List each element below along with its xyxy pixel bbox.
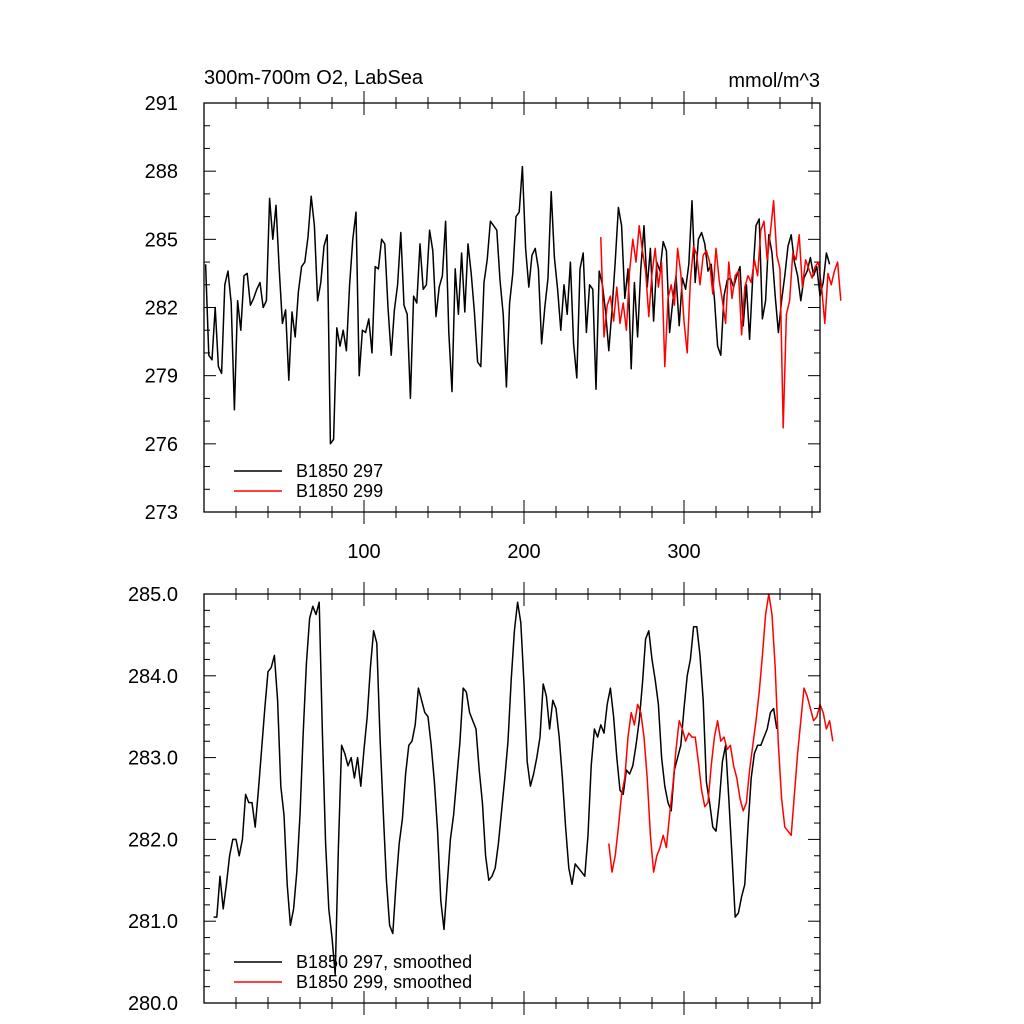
- legend-label-b1850-297-smoothed: B1850 297, smoothed: [296, 952, 472, 972]
- series-line-b1850-299: [600, 199, 842, 429]
- legend-label-b1850-297: B1850 297: [296, 461, 383, 481]
- y-tick-label: 281.0: [128, 911, 178, 933]
- bottom-plot-frame: [203, 593, 821, 1004]
- y-tick-label: 285: [145, 229, 178, 251]
- y-tick-label: 285.0: [128, 584, 178, 606]
- chart-title: 300m-700m O2, LabSea: [204, 67, 424, 89]
- top-series-group: [204, 165, 842, 445]
- top-x-tick-labels: 100 200 300: [347, 541, 700, 563]
- x-tick-label: 100: [347, 541, 380, 563]
- top-axis-ticks: [204, 91, 820, 524]
- top-legend: B1850 297 B1850 299: [234, 461, 383, 501]
- legend-label-b1850-299-smoothed: B1850 299, smoothed: [296, 972, 472, 992]
- legend-label-b1850-299: B1850 299: [296, 481, 383, 501]
- y-tick-label: 282.0: [128, 829, 178, 851]
- bottom-axis-ticks: [204, 582, 820, 1015]
- top-y-tick-labels: 273 276 279 282 285 288 291: [145, 93, 178, 524]
- y-tick-label: 282: [145, 298, 178, 320]
- y-tick-label: 280.0: [128, 993, 178, 1015]
- x-tick-label: 200: [507, 541, 540, 563]
- y-tick-label: 276: [145, 434, 178, 456]
- bottom-series-group: [213, 593, 834, 976]
- y-tick-label: 273: [145, 502, 178, 524]
- top-plot-frame: [203, 102, 821, 513]
- bottom-y-tick-labels: 280.0 281.0 282.0 283.0 284.0 285.0: [128, 584, 178, 1015]
- y-tick-label: 291: [145, 93, 178, 115]
- y-tick-label: 284.0: [128, 666, 178, 688]
- units-label: mmol/m^3: [728, 70, 820, 92]
- panel-bottom: 280.0 281.0 282.0 283.0 284.0 285.0 B1850 297…: [128, 582, 834, 1015]
- series-line-b1850-299: [608, 593, 834, 873]
- y-tick-label: 283.0: [128, 748, 178, 770]
- panel-top: 300m-700m O2, LabSea mmol/m^3 2732762792…: [145, 67, 842, 563]
- series-line-b1850-297: [213, 601, 778, 976]
- bottom-legend: B1850 297, smoothed B1850 299, smoothed: [234, 952, 472, 992]
- series-line-b1850-297: [204, 165, 831, 445]
- y-tick-label: 279: [145, 366, 178, 388]
- y-tick-label: 288: [145, 161, 178, 183]
- x-tick-label: 300: [667, 541, 700, 563]
